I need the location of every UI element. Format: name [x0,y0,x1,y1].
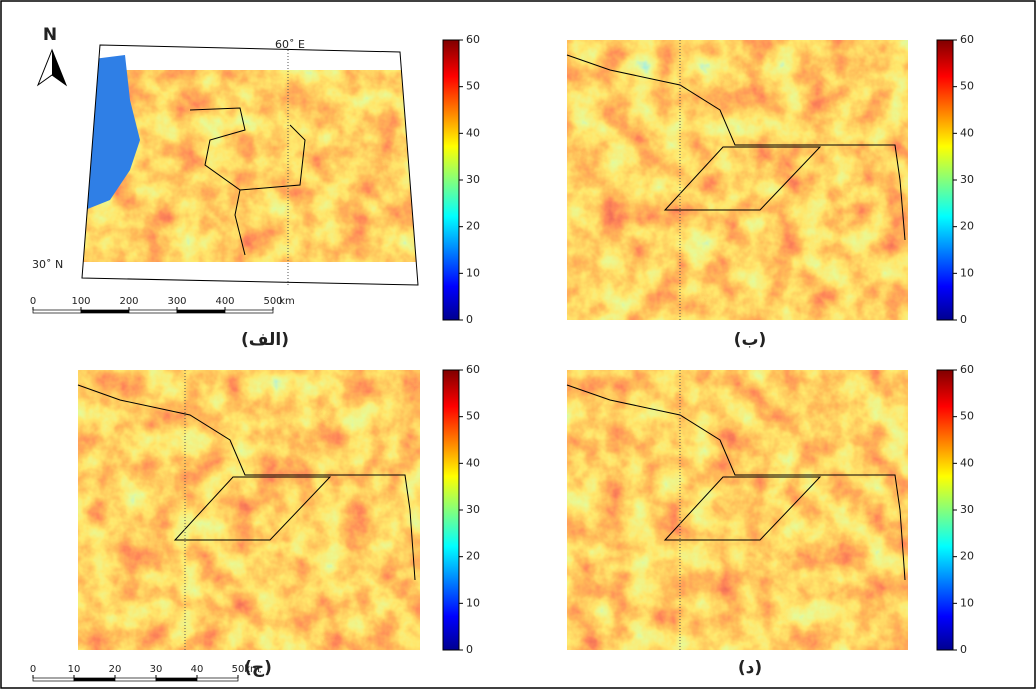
scale-unit: km [244,664,260,675]
panel-label: (الف) [241,330,289,350]
scale-segment [129,310,177,313]
colorbar-tick-label: 40 [960,456,974,469]
scale-tick-label: 400 [215,296,234,307]
colorbar [443,370,459,650]
colorbar-tick-label: 0 [466,643,473,656]
colorbar-tick-label: 60 [960,33,974,46]
scale-tick-label: 20 [109,664,122,675]
colorbar-tick-label: 50 [960,80,974,93]
colorbar-tick-label: 40 [466,456,480,469]
colorbar-tick-label: 50 [960,410,974,423]
colorbar-tick-label: 10 [466,596,480,609]
scale-tick-label: 0 [30,664,36,675]
colorbar-tick-label: 40 [960,126,974,139]
scale-tick-label: 40 [191,664,204,675]
scale-tick-label: 200 [119,296,138,307]
colorbar-tick-label: 30 [466,173,480,186]
scale-tick-label: 0 [30,296,36,307]
scale-segment [33,310,81,313]
colorbar-tick-label: 40 [466,126,480,139]
scale-tick-label: 10 [68,664,81,675]
scale-segment [177,310,225,313]
colorbar-tick-label: 10 [960,596,974,609]
colorbar [937,40,953,320]
colorbar-tick-label: 60 [466,33,480,46]
scale-tick-label: 50 [232,664,245,675]
colorbar-tick-label: 10 [960,266,974,279]
north-label: N [43,25,57,45]
colorbar-tick-label: 50 [466,80,480,93]
colorbar-tick-label: 60 [960,363,974,376]
scale-tick-label: 100 [71,296,90,307]
scale-segment [74,678,115,681]
colorbar-tick-label: 0 [960,313,967,326]
scale-segment [81,310,129,313]
map-b [567,40,908,320]
scale-tick-label: 30 [150,664,163,675]
scale-tick-label: 300 [167,296,186,307]
colorbar-tick-label: 0 [466,313,473,326]
scale-segment [156,678,197,681]
panel-label: (د) [738,658,762,678]
scale-segment [197,678,238,681]
colorbar-tick-label: 50 [466,410,480,423]
scale-segment [225,310,273,313]
colorbar-tick-label: 30 [466,503,480,516]
colorbar-tick-label: 30 [960,503,974,516]
colorbar-tick-label: 0 [960,643,967,656]
colorbar-tick-label: 20 [960,550,974,563]
lat-label: 30˚ N [32,258,63,271]
panel-label: (ب) [734,330,767,350]
map-c [78,370,420,650]
scale-segment [33,678,74,681]
colorbar-tick-label: 60 [466,363,480,376]
colorbar-tick-label: 10 [466,266,480,279]
lon-label: 60˚ E [275,38,305,51]
colorbar-tick-label: 20 [960,220,974,233]
colorbar-tick-label: 20 [466,550,480,563]
figure: 60˚ E 30˚ N N 0 10 20 30 40 50 60 (الف) 0 10 20 30 4… [0,0,1036,689]
map-d [567,370,908,650]
scale-segment [115,678,156,681]
colorbar-tick-label: 30 [960,173,974,186]
map-a [80,40,425,292]
colorbar [443,40,459,320]
scale-unit: km [279,296,295,307]
colorbar [937,370,953,650]
colorbar-tick-label: 20 [466,220,480,233]
